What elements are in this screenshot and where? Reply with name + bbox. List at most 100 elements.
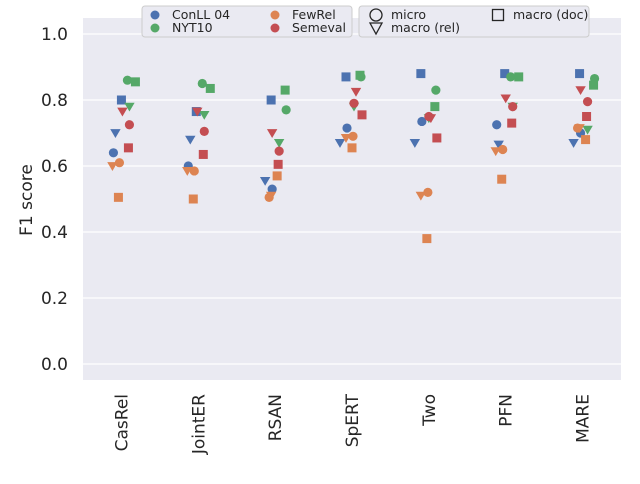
legend-label: macro (doc) xyxy=(513,7,588,22)
data-point xyxy=(589,80,599,90)
legend-marker xyxy=(369,8,383,22)
data-point xyxy=(582,125,593,135)
data-point xyxy=(108,148,119,158)
data-point xyxy=(500,69,510,79)
data-point xyxy=(274,146,284,156)
legend-marker xyxy=(150,23,160,33)
data-point xyxy=(574,124,585,133)
data-point xyxy=(267,184,277,194)
data-point xyxy=(205,83,215,93)
data-point xyxy=(124,120,135,130)
data-point xyxy=(340,134,352,143)
data-point xyxy=(575,69,585,79)
data-point xyxy=(113,192,123,202)
data-point xyxy=(124,102,135,112)
y-axis-ticks: 0.0 0.2 0.4 0.6 0.8 1.0 xyxy=(41,25,68,375)
legend-label: Semeval xyxy=(292,20,346,35)
x-tick-label: Two xyxy=(420,394,440,427)
data-point xyxy=(568,139,579,148)
data-point xyxy=(415,191,427,201)
data-point xyxy=(117,107,128,117)
data-point xyxy=(182,167,193,176)
data-point xyxy=(266,95,276,105)
x-tick-label: SpERT xyxy=(343,393,363,447)
legend-label: NYT10 xyxy=(172,20,213,35)
data-point xyxy=(273,139,285,148)
data-point xyxy=(342,123,352,133)
x-tick-label: JointER xyxy=(189,394,209,455)
data-point xyxy=(490,147,501,157)
data-point xyxy=(266,129,278,138)
data-point xyxy=(582,97,593,107)
data-point xyxy=(130,77,140,87)
data-point xyxy=(416,69,426,79)
data-point xyxy=(116,95,126,105)
data-point xyxy=(581,135,591,145)
data-point xyxy=(508,102,518,112)
data-point xyxy=(507,118,517,128)
data-point xyxy=(334,139,346,148)
data-point xyxy=(409,139,421,148)
data-point xyxy=(349,98,359,108)
data-point xyxy=(199,110,210,120)
data-point xyxy=(259,176,271,186)
data-point xyxy=(497,174,507,184)
data-point xyxy=(506,72,516,82)
data-point xyxy=(188,194,198,204)
data-point xyxy=(273,159,283,169)
data-point xyxy=(357,110,367,120)
x-axis-ticks: CasRel JointER RSAN SpERT Two PFN MARE xyxy=(112,393,593,455)
data-point xyxy=(582,112,592,121)
data-point xyxy=(122,75,133,85)
x-tick-label: RSAN xyxy=(266,394,286,441)
data-point xyxy=(423,187,433,197)
data-point xyxy=(185,135,196,145)
data-point xyxy=(341,72,351,82)
y-tick-label: 0.8 xyxy=(41,91,68,111)
data-point xyxy=(350,87,362,97)
data-point xyxy=(189,166,199,176)
data-point xyxy=(192,107,203,117)
legend-marker xyxy=(150,10,160,20)
data-point xyxy=(493,140,504,150)
legend-label: micro xyxy=(391,7,426,22)
x-tick-label: CasRel xyxy=(112,394,132,451)
legend-metrics: micro macro (doc) macro (rel) xyxy=(358,5,590,38)
data-point xyxy=(272,171,282,181)
data-point xyxy=(198,149,208,159)
legend-marker xyxy=(270,23,280,33)
legend-label: FewRel xyxy=(292,7,336,22)
x-tick-label: PFN xyxy=(497,394,517,427)
legend-label: ConLL 04 xyxy=(172,7,230,22)
data-point xyxy=(110,129,121,138)
legend-marker xyxy=(368,22,384,36)
data-point xyxy=(417,116,427,127)
data-point xyxy=(107,162,118,171)
y-tick-label: 0.6 xyxy=(41,157,68,177)
data-point xyxy=(265,191,277,201)
y-axis-label: F1 score xyxy=(17,164,37,236)
data-point xyxy=(514,72,524,82)
data-point xyxy=(498,144,508,155)
legend-marker xyxy=(270,10,280,20)
y-tick-label: 0.0 xyxy=(41,355,68,375)
data-point xyxy=(347,143,357,153)
data-point xyxy=(432,133,442,143)
data-point xyxy=(492,120,502,130)
y-tick-label: 1.0 xyxy=(41,25,68,45)
plot-area xyxy=(83,18,621,380)
data-point xyxy=(348,131,358,141)
data-point xyxy=(500,94,511,104)
data-point xyxy=(575,86,586,96)
y-tick-label: 0.4 xyxy=(41,223,68,243)
data-point xyxy=(431,85,441,95)
data-point xyxy=(422,234,432,244)
data-point xyxy=(199,126,209,136)
legend-box xyxy=(141,5,353,38)
data-point xyxy=(425,114,437,124)
legend-label: macro (rel) xyxy=(391,20,460,35)
data-points xyxy=(107,69,600,244)
